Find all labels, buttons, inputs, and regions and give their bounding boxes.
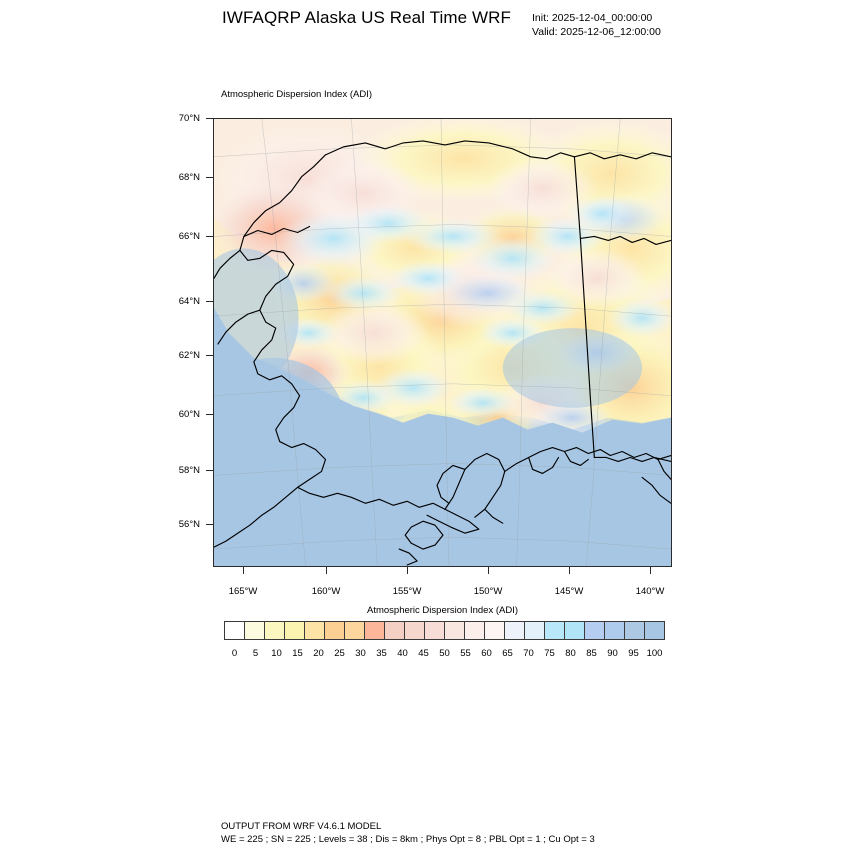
ytick-label: 70°N xyxy=(178,113,200,124)
colorbar-cell xyxy=(525,622,545,639)
footer-line-1: OUTPUT FROM WRF V4.6.1 MODEL xyxy=(221,821,382,832)
xtick-label: 160°W xyxy=(311,586,341,597)
xtick-label: 150°W xyxy=(473,586,503,597)
colorbar-cell xyxy=(645,622,664,639)
xtick-label: 165°W xyxy=(228,586,258,597)
colorbar-cell xyxy=(625,622,645,639)
init-time-label: Init: 2025-12-04_00:00:00 xyxy=(532,12,653,24)
colorbar[interactable] xyxy=(224,621,665,640)
colorbar-title: Atmospheric Dispersion Index (ADI) xyxy=(367,605,518,616)
ytick-label: 60°N xyxy=(178,409,200,420)
colorbar-tick-label: 15 xyxy=(292,648,303,659)
colorbar-cell xyxy=(545,622,565,639)
colorbar-cell xyxy=(405,622,425,639)
colorbar-cell xyxy=(385,622,405,639)
xtick-label: 140°W xyxy=(635,586,665,597)
colorbar-tick-label: 75 xyxy=(544,648,555,659)
header-bar: IWFAQRP Alaska US Real Time WRF Init: 20… xyxy=(0,0,850,50)
colorbar-tick-label: 90 xyxy=(607,648,618,659)
colorbar-tick-label: 55 xyxy=(460,648,471,659)
colorbar-cell xyxy=(605,622,625,639)
colorbar-tick-label: 30 xyxy=(355,648,366,659)
ytick-label: 62°N xyxy=(178,350,200,361)
ytick-label: 64°N xyxy=(178,296,200,307)
colorbar-tick-label: 65 xyxy=(502,648,513,659)
political-border xyxy=(573,156,671,463)
colorbar-tick-label: 35 xyxy=(376,648,387,659)
xtick-label: 145°W xyxy=(554,586,584,597)
colorbar-cell xyxy=(225,622,245,639)
colorbar-cell xyxy=(365,622,385,639)
graticule xyxy=(214,119,671,566)
ytick-label: 66°N xyxy=(178,231,200,242)
footer-note: OUTPUT FROM WRF V4.6.1 MODEL WE = 225 ; … xyxy=(221,820,595,846)
colorbar-tick-label: 5 xyxy=(252,648,259,659)
map-plot-area[interactable] xyxy=(213,118,672,567)
ytick-label: 58°N xyxy=(178,465,200,476)
valid-time-label: Valid: 2025-12-06_12:00:00 xyxy=(532,26,661,38)
colorbar-cell xyxy=(305,622,325,639)
colorbar-cell xyxy=(265,622,285,639)
colorbar-tick-label: 100 xyxy=(646,648,663,659)
colorbar-tick-label: 70 xyxy=(523,648,534,659)
colorbar-cell xyxy=(425,622,445,639)
colorbar-tick-label: 10 xyxy=(271,648,282,659)
colorbar-cell xyxy=(325,622,345,639)
colorbar-tick-label: 85 xyxy=(586,648,597,659)
colorbar-tick-label: 0 xyxy=(231,648,238,659)
colorbar-tick-label: 60 xyxy=(481,648,492,659)
colorbar-cell xyxy=(505,622,525,639)
page-title: IWFAQRP Alaska US Real Time WRF xyxy=(221,8,511,27)
colorbar-cell xyxy=(345,622,365,639)
colorbar-tick-label: 50 xyxy=(439,648,450,659)
colorbar-tick-label: 25 xyxy=(334,648,345,659)
footer-line-2: WE = 225 ; SN = 225 ; Levels = 38 ; Dis … xyxy=(221,834,595,845)
xtick-label: 155°W xyxy=(392,586,422,597)
colorbar-cell xyxy=(485,622,505,639)
dispersion-map xyxy=(214,119,671,566)
colorbar-cell xyxy=(245,622,265,639)
ytick-label: 56°N xyxy=(178,519,200,530)
plot-subtitle: Atmospheric Dispersion Index (ADI) xyxy=(221,89,372,100)
coastline xyxy=(214,140,671,566)
colorbar-tick-label: 45 xyxy=(418,648,429,659)
colorbar-tick-label: 80 xyxy=(565,648,576,659)
colorbar-tick-label: 20 xyxy=(313,648,324,659)
colorbar-tick-label: 95 xyxy=(628,648,639,659)
colorbar-cell xyxy=(565,622,585,639)
colorbar-cell xyxy=(465,622,485,639)
colorbar-cell xyxy=(285,622,305,639)
colorbar-tick-label: 40 xyxy=(397,648,408,659)
colorbar-cell xyxy=(585,622,605,639)
ytick-label: 68°N xyxy=(178,172,200,183)
colorbar-cell xyxy=(445,622,465,639)
